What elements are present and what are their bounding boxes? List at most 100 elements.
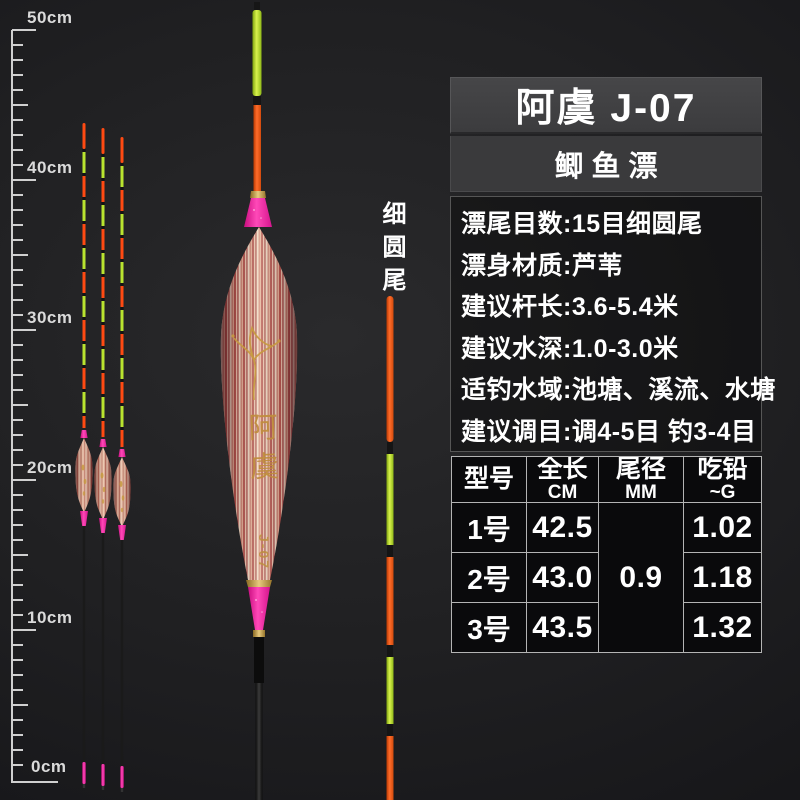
float-body-shading bbox=[113, 457, 131, 527]
tail-band bbox=[101, 274, 105, 277]
tail-band bbox=[82, 245, 86, 248]
tail-sample bbox=[386, 296, 394, 800]
tail-segment-green bbox=[82, 248, 86, 269]
table-header-row: 型号 全长 CM 尾径 MM 吃铅 ~G bbox=[451, 456, 762, 503]
tail-band bbox=[101, 298, 105, 301]
tail-band bbox=[82, 293, 86, 296]
tail-band bbox=[82, 269, 86, 272]
big-float-tail-band bbox=[253, 96, 261, 105]
cell-weight: 1.32 bbox=[683, 602, 762, 653]
tail-segment-orange bbox=[120, 137, 124, 163]
gold-fleck bbox=[83, 478, 87, 485]
tail-band bbox=[120, 355, 124, 358]
float-pink-collar bbox=[118, 449, 126, 457]
float-model-code: J-07 bbox=[256, 534, 272, 571]
big-float-stem-upper bbox=[254, 637, 264, 683]
tail-band bbox=[120, 211, 124, 214]
tail-segment-green bbox=[120, 358, 124, 379]
tail-band bbox=[82, 365, 86, 368]
float-pink-cone bbox=[99, 518, 107, 533]
tail-band bbox=[82, 317, 86, 320]
tail-band bbox=[120, 283, 124, 286]
spec-line: 漂尾目数:15目细圆尾 bbox=[461, 210, 703, 238]
big-float-tail-orange bbox=[253, 105, 261, 191]
glitter-speck bbox=[261, 611, 263, 613]
spec-line: 建议调目:调4-5目 钓3-4目 bbox=[461, 417, 757, 446]
table-row: 3号 43.5 1.32 bbox=[451, 602, 762, 653]
tail-segment-green bbox=[101, 205, 105, 226]
glitter-speck bbox=[260, 217, 262, 219]
tail-segment-orange bbox=[82, 123, 86, 149]
cell-length: 42.5 bbox=[526, 502, 599, 553]
tail-segment-orange bbox=[82, 320, 86, 341]
tail-band bbox=[120, 307, 124, 310]
cell-model: 1号 bbox=[451, 502, 527, 553]
glitter-speck bbox=[253, 209, 255, 211]
tail-band bbox=[120, 235, 124, 238]
spec-line: 漂身材质:芦苇 bbox=[461, 251, 623, 280]
tail-segment-green bbox=[82, 200, 86, 221]
tail-segment-orange bbox=[101, 421, 105, 437]
cell-length: 43.5 bbox=[526, 602, 599, 653]
tail-band bbox=[82, 173, 86, 176]
tail-band bbox=[120, 379, 124, 382]
tail-segment-orange bbox=[101, 229, 105, 250]
tail-band bbox=[387, 442, 393, 454]
tail-band bbox=[101, 154, 105, 157]
gold-fleck bbox=[81, 464, 85, 471]
tail-segment-orange bbox=[120, 238, 124, 259]
tail-segment-green bbox=[82, 392, 86, 413]
cell-weight: 1.18 bbox=[683, 552, 762, 603]
tail-segment-green bbox=[120, 214, 124, 235]
tail-segment-orange bbox=[120, 190, 124, 211]
tail-segment-orange bbox=[120, 334, 124, 355]
tail-band bbox=[82, 389, 86, 392]
big-float bbox=[220, 2, 298, 800]
tail-segment-orange bbox=[101, 128, 105, 154]
col-header-model: 型号 bbox=[451, 456, 527, 503]
float-bottom-pink bbox=[82, 762, 86, 784]
tail-band bbox=[82, 341, 86, 344]
cell-tail-diameter: 0.9 bbox=[598, 502, 684, 653]
float-bottom-pink bbox=[120, 766, 124, 788]
tail-band bbox=[120, 331, 124, 334]
gold-fleck bbox=[101, 499, 105, 504]
gold-fleck bbox=[100, 472, 104, 479]
gold-fleck bbox=[119, 481, 123, 487]
tail-band bbox=[82, 149, 86, 152]
col-header-length: 全长 CM bbox=[526, 456, 599, 503]
glitter-speck bbox=[255, 599, 257, 601]
tail-segment-green bbox=[101, 157, 105, 178]
tail-band bbox=[101, 346, 105, 349]
float-pink-collar bbox=[99, 439, 107, 447]
tail-segment-orange bbox=[101, 277, 105, 298]
tail-segment-green bbox=[82, 296, 86, 317]
float-bottom-tip bbox=[101, 786, 105, 790]
float-pink-cone bbox=[80, 511, 88, 526]
big-float-stem-lower bbox=[255, 683, 263, 800]
gold-fleck bbox=[121, 495, 125, 501]
small-float bbox=[94, 128, 112, 790]
float-calligraphy: 阿虞 bbox=[243, 411, 281, 491]
tail-band bbox=[387, 645, 393, 657]
big-float-tail-tip bbox=[254, 2, 260, 11]
tail-segment-green bbox=[120, 310, 124, 331]
big-float-gold-band-stem bbox=[253, 630, 265, 637]
tail-band bbox=[101, 370, 105, 373]
tail-segment-orange bbox=[82, 416, 86, 428]
product-subtitle: 鲫鱼漂 bbox=[450, 136, 762, 192]
float-pink-collar bbox=[80, 430, 88, 438]
table-row: 1号 42.5 0.9 1.02 bbox=[451, 502, 762, 653]
float-pink-cone bbox=[118, 525, 126, 540]
ruler-label: 50cm bbox=[27, 8, 73, 27]
tail-band bbox=[120, 427, 124, 430]
tail-segment-green bbox=[120, 406, 124, 427]
ruler-label: 40cm bbox=[27, 158, 73, 177]
tail-band bbox=[82, 221, 86, 224]
tail-segment-orange bbox=[120, 430, 124, 447]
tail-segment-orange bbox=[82, 224, 86, 245]
tail-band bbox=[101, 322, 105, 325]
small-float bbox=[113, 137, 131, 792]
